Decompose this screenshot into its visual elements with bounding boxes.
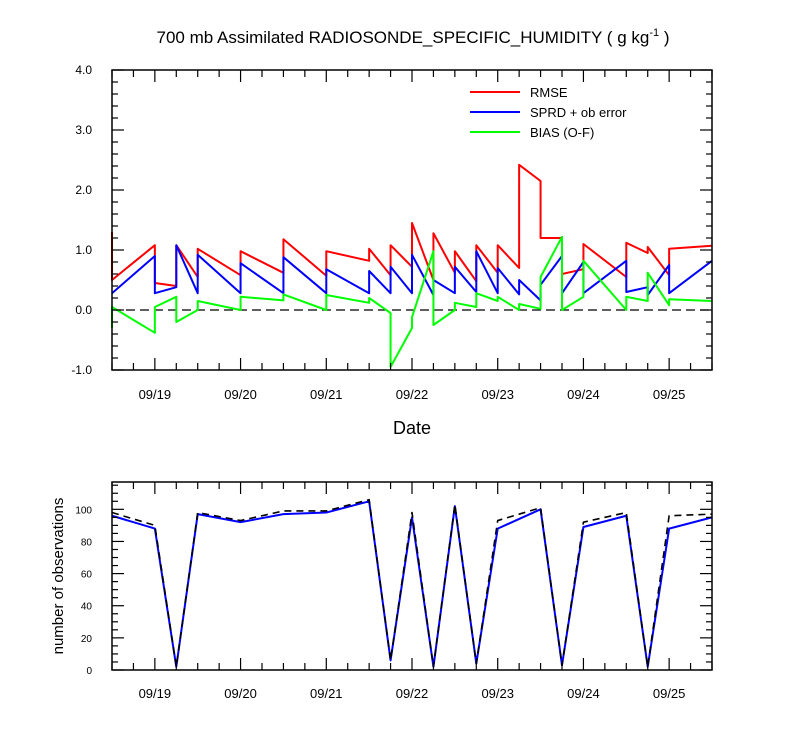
- bottom-x-tick-label: 09/24: [567, 686, 600, 701]
- legend-label: BIAS (O-F): [530, 125, 594, 140]
- legend-label: RMSE: [530, 85, 568, 100]
- title-suffix: ): [659, 28, 669, 47]
- bottom-y-tick-label: 80: [81, 537, 93, 548]
- title-superscript: -1: [649, 27, 659, 39]
- top-y-tick-label: -1.0: [71, 363, 92, 377]
- bottom-x-tick-label: 09/22: [396, 686, 429, 701]
- top-series-line-sprd-ob-error: [111, 244, 713, 302]
- top-series-line-bias-o-f: [111, 235, 713, 368]
- top-series-line-rmse: [111, 163, 713, 287]
- bottom-x-tick-label: 09/21: [310, 686, 343, 701]
- bottom-y-tick-label: 20: [81, 634, 93, 645]
- top-y-tick-label: 2.0: [75, 183, 92, 197]
- bottom-axes: 09/19 09/20 09/21 09/22 09/23 09/24 09/25 0 20 40…: [75, 481, 713, 701]
- bottom-x-tick-label: 09/23: [481, 686, 514, 701]
- top-x-tick-label: 09/20: [224, 387, 257, 402]
- legend-label: SPRD + ob error: [530, 105, 627, 120]
- bottom-y-tick-label: 100: [75, 505, 92, 516]
- top-panel: 09/19 09/20 09/21 09/22 09/23 09/24 09/25 -1.0 0…: [71, 63, 713, 438]
- bottom-y-tick-label: 40: [81, 602, 93, 613]
- title-main: 700 mb Assimilated RADIOSONDE_SPECIFIC_H…: [157, 28, 650, 47]
- top-plot-lines: [111, 163, 713, 368]
- y-axis-label-observations: number of observations: [50, 498, 67, 655]
- top-x-tick-label: 09/25: [653, 387, 686, 402]
- bottom-series-line-possible: [111, 498, 713, 668]
- top-axes: 09/19 09/20 09/21 09/22 09/23 09/24 09/25 -1.0 0…: [71, 63, 713, 402]
- top-y-tick-label: 0.0: [75, 303, 92, 317]
- bottom-y-tick-label: 60: [81, 570, 93, 581]
- bottom-series-line-assimilated: [111, 500, 713, 668]
- legend: RMSE SPRD + ob error BIAS (O-F): [470, 85, 627, 140]
- x-axis-label: Date: [393, 418, 431, 438]
- top-y-tick-label: 3.0: [75, 123, 92, 137]
- bottom-x-tick-label: 09/25: [653, 686, 686, 701]
- bottom-y-tick-label: 0: [86, 666, 92, 677]
- bottom-x-tick-label: 09/19: [139, 686, 172, 701]
- top-x-tick-label: 09/19: [139, 387, 172, 402]
- bottom-plot-frame: [111, 481, 713, 671]
- top-y-tick-label: 4.0: [75, 63, 92, 77]
- top-x-tick-label: 09/22: [396, 387, 429, 402]
- top-x-tick-label: 09/21: [310, 387, 343, 402]
- bottom-plot-lines: [111, 498, 713, 668]
- top-x-tick-label: 09/23: [481, 387, 514, 402]
- bottom-panel: 09/19 09/20 09/21 09/22 09/23 09/24 09/25 0 20 40…: [50, 481, 713, 701]
- chart-title: 700 mb Assimilated RADIOSONDE_SPECIFIC_H…: [157, 27, 670, 47]
- top-x-tick-label: 09/24: [567, 387, 600, 402]
- top-y-tick-label: 1.0: [75, 243, 92, 257]
- bottom-x-tick-label: 09/20: [224, 686, 257, 701]
